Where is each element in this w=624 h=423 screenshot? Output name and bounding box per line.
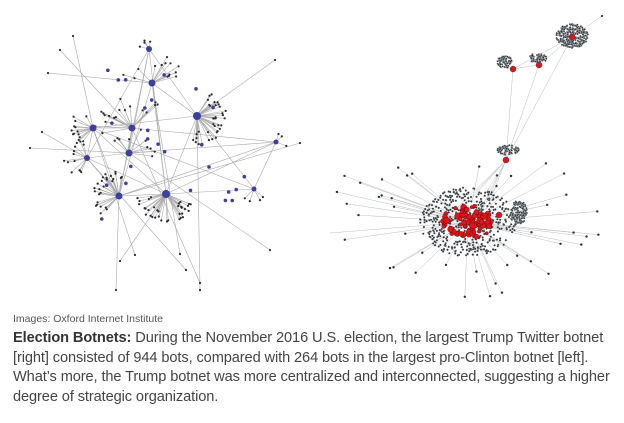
image-credit: Images: Oxford Internet Institute	[13, 313, 163, 325]
trump-botnet-graph	[329, 14, 604, 298]
caption-title: Election Botnets:	[13, 330, 132, 346]
figure-caption: Election Botnets: During the November 20…	[13, 329, 619, 407]
caption-body: During the November 2016 U.S. election, …	[13, 330, 610, 405]
botnet-figure	[28, 14, 604, 298]
clinton-botnet-graph	[28, 34, 302, 292]
